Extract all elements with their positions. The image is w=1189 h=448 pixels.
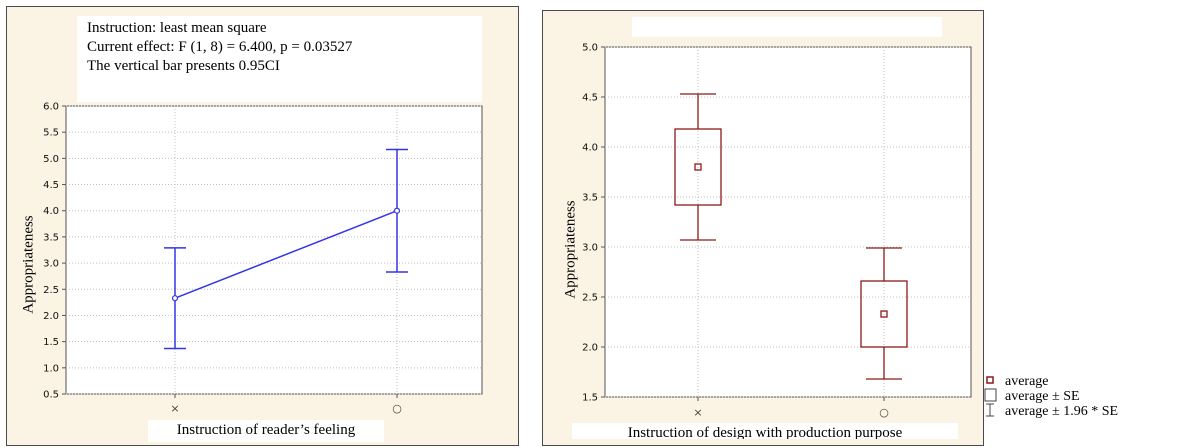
left-x-tick-label: × (170, 402, 179, 415)
left-y-tick-label: 4.5 (43, 180, 59, 191)
legend-mean-marker-icon (983, 373, 1005, 391)
legend: average average ± SE average ± 1.96 * SE (983, 374, 1118, 419)
annotation-line-2: Current effect: F (1, 8) = 6.400, p = 0.… (87, 39, 353, 55)
right-y-tick-label: 4.5 (582, 93, 598, 104)
left-y-tick-label: 3.0 (43, 259, 59, 270)
annotation-line-1: Instruction: least mean square (87, 20, 267, 36)
legend-item-se: average ± SE (983, 388, 1118, 406)
legend-item-average: average (983, 374, 1118, 389)
right-plot-area (604, 46, 972, 398)
left-y-tick-label: 5.0 (43, 154, 59, 165)
legend-box-icon (983, 388, 1005, 406)
left-series-line (174, 210, 398, 299)
right-x-tick-label: × (693, 406, 702, 419)
right-x-tick-label: ○ (879, 406, 889, 419)
left-plot-area (65, 105, 483, 395)
left-y-tick-label: 3.5 (43, 232, 59, 243)
right-se-box (860, 280, 908, 348)
right-y-axis-label: Appropriateness (562, 200, 579, 299)
left-mean-point (393, 207, 401, 214)
legend-label-average: average (1005, 374, 1049, 389)
left-y-tick-label: 1.0 (43, 363, 59, 374)
left-y-tick-label: 2.0 (43, 311, 59, 322)
right-mean-marker (880, 310, 888, 318)
right-se-box (674, 128, 722, 206)
legend-whisker-icon (983, 403, 1005, 421)
right-y-tick-label: 1.5 (582, 393, 598, 404)
right-y-tick-label: 3.0 (582, 243, 598, 254)
right-y-tick-label: 2.0 (582, 343, 598, 354)
left-x-tick-label: ○ (392, 402, 402, 415)
left-y-tick-label: 5.5 (43, 128, 59, 139)
left-chart-svg: 0.5 1.0 1.5 2.0 2.5 3.0 3.5 4.0 4.5 5.0 5.5 6.0 × ○ (43, 102, 483, 415)
right-chart-title-box (632, 17, 942, 37)
left-y-tick-label: 1.5 (43, 337, 59, 348)
right-y-tick-label: 5.0 (582, 43, 598, 54)
legend-label-se: average ± SE (1005, 389, 1080, 404)
legend-label-ci: average ± 1.96 * SE (1005, 404, 1119, 419)
left-y-tick-label: 6.0 (43, 102, 59, 113)
legend-item-ci: average ± 1.96 * SE (983, 403, 1119, 421)
right-y-tick-label: 2.5 (582, 293, 598, 304)
left-chart-annotation: Instruction: least mean square Current e… (77, 16, 482, 102)
right-chart-svg: 1.5 2.0 2.5 3.0 3.5 4.0 4.5 5.0 × ○ (582, 43, 972, 419)
right-x-axis-label: Instruction of design with production pu… (572, 423, 958, 439)
right-y-tick-label: 3.5 (582, 193, 598, 204)
left-y-tick-label: 0.5 (43, 390, 59, 401)
left-mean-point (171, 295, 179, 302)
annotation-line-3: The vertical bar presents 0.95CI (87, 58, 280, 74)
left-y-tick-label: 4.0 (43, 206, 59, 217)
left-x-axis-label: Instruction of reader’s feeling (148, 420, 384, 442)
right-mean-marker (694, 163, 702, 171)
left-y-tick-label: 2.5 (43, 285, 59, 296)
right-y-tick-label: 4.0 (582, 143, 598, 154)
